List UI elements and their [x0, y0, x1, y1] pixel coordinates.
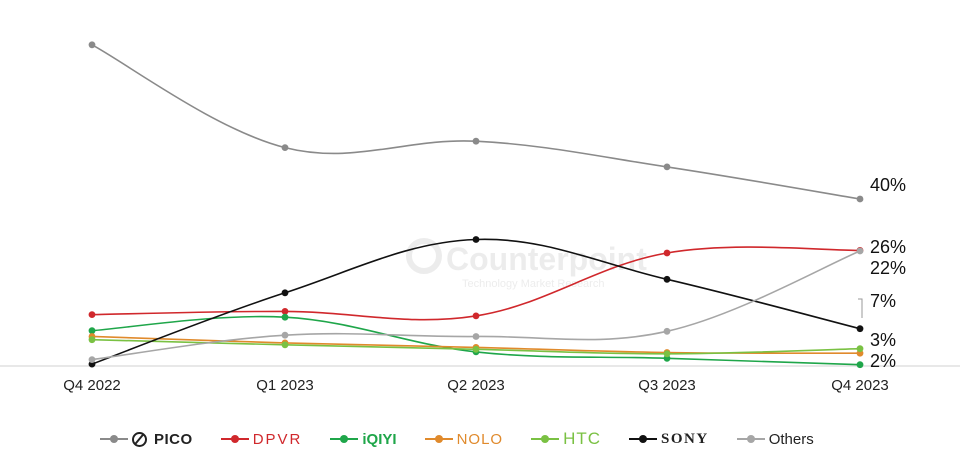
- data-point-iqiyi-0: [88, 327, 96, 335]
- data-point-sony-3: [663, 275, 671, 283]
- legend-item-htc: HTC: [531, 429, 601, 449]
- data-point-htc-1: [281, 341, 289, 349]
- series-line-pico: [91, 44, 861, 200]
- data-point-others-0: [88, 356, 96, 363]
- end-label: 7%: [870, 291, 896, 311]
- x-tick-label: Q3 2023: [638, 377, 696, 394]
- legend-swatch-iqiyi: [330, 432, 359, 446]
- end-label: 26%: [870, 237, 906, 257]
- data-point-dpvr-2: [472, 312, 480, 320]
- watermark: Counterpoint Technology Market Research: [406, 238, 647, 290]
- legend-label-htc: HTC: [563, 429, 602, 448]
- x-tick-label: Q4 2023: [831, 377, 889, 394]
- data-point-others-1: [281, 331, 289, 339]
- data-point-others-4: [856, 247, 864, 255]
- end-label: 22%: [870, 258, 906, 278]
- data-point-pico-4: [856, 195, 864, 203]
- end-labels: 40% 26%22% 7% 3%2%: [858, 175, 906, 371]
- pico-logo-icon: [132, 431, 147, 447]
- x-tick-label: Q1 2023: [256, 377, 314, 394]
- legend-swatch-pico: [100, 432, 128, 446]
- data-point-sony-1: [281, 289, 289, 297]
- series-htc: [88, 336, 864, 358]
- x-tick-label: Q2 2023: [447, 377, 505, 394]
- data-point-others-3: [663, 327, 671, 335]
- legend-swatch-dpvr: [220, 432, 249, 446]
- data-point-pico-3: [663, 163, 671, 171]
- legend-item-others: Others: [736, 430, 814, 448]
- data-point-iqiyi-4: [856, 361, 864, 369]
- legend: PICO DPVR iQIYI NOLO HTC SONY Others: [100, 425, 880, 453]
- series-layer: [88, 41, 864, 369]
- data-point-pico-0: [88, 41, 96, 49]
- series-pico: [88, 41, 864, 203]
- legend-label-pico: PICO: [154, 430, 193, 448]
- legend-label-nolo: NOLO: [456, 430, 504, 448]
- data-point-dpvr-0: [88, 311, 96, 318]
- legend-item-nolo: NOLO: [424, 430, 504, 448]
- data-point-dpvr-3: [663, 249, 671, 257]
- end-label: 3%: [870, 330, 896, 350]
- end-label-bracket: [858, 298, 863, 318]
- data-point-pico-1: [281, 144, 289, 152]
- data-point-htc-2: [472, 345, 480, 353]
- legend-swatch-htc: [531, 432, 560, 446]
- legend-swatch-others: [736, 432, 765, 446]
- data-point-dpvr-1: [281, 308, 289, 315]
- legend-label-others: Others: [768, 430, 814, 448]
- legend-item-dpvr: DPVR: [220, 430, 303, 448]
- legend-label-dpvr: DPVR: [252, 430, 303, 448]
- data-point-htc-0: [88, 336, 96, 344]
- watermark-tagline: Technology Market Research: [462, 278, 604, 290]
- legend-swatch-sony: [629, 432, 658, 446]
- end-label: 2%: [870, 351, 896, 371]
- legend-label-sony: SONY: [661, 430, 709, 447]
- series-others: [88, 247, 864, 363]
- legend-item-pico: PICO: [100, 431, 193, 448]
- x-tick-labels: Q4 2022 Q1 2023 Q2 2023 Q3 2023 Q4 2023: [63, 377, 889, 394]
- end-label: 40%: [870, 175, 906, 195]
- data-point-htc-4: [856, 345, 864, 353]
- legend-item-sony: SONY: [629, 431, 709, 448]
- data-point-sony-2: [472, 236, 480, 243]
- data-point-iqiyi-1: [281, 313, 289, 321]
- data-point-others-2: [472, 333, 480, 340]
- legend-swatch-nolo: [424, 432, 453, 446]
- data-point-htc-3: [663, 350, 671, 358]
- legend-label-iqiyi: iQIYI: [362, 430, 397, 448]
- data-point-pico-2: [472, 137, 480, 145]
- legend-item-iqiyi: iQIYI: [330, 430, 397, 448]
- watermark-logo-icon: [406, 238, 442, 274]
- x-tick-label: Q4 2022: [63, 377, 121, 394]
- data-point-sony-4: [856, 325, 864, 333]
